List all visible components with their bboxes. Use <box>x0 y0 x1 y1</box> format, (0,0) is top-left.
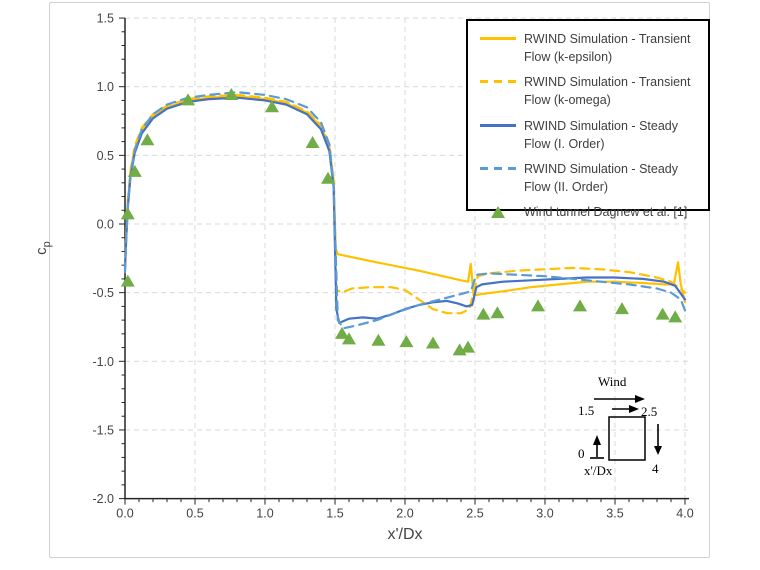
legend-item-steady-ii-order: RWIND Simulation - Steady Flow (II. Orde… <box>480 160 700 196</box>
wind-tunnel-point <box>120 274 135 287</box>
legend-label: RWIND Simulation - Steady Flow (II. Orde… <box>524 161 678 194</box>
x-tick-label: 0.0 <box>116 507 133 521</box>
wind-tunnel-point <box>140 133 155 146</box>
wind-tunnel-point <box>265 100 279 113</box>
x-tick-label: 4.0 <box>676 507 693 521</box>
x-tick-label: 1.5 <box>326 507 343 521</box>
legend-label: RWIND Simulation - Steady Flow (I. Order… <box>524 118 678 151</box>
inset-wind-diagram: Wind 1.5 2.5 0 4 x'/Dx <box>570 366 670 480</box>
windward-direction-arrow <box>590 435 604 459</box>
leeward-direction-arrow <box>654 424 662 455</box>
x-tick-label: 3.0 <box>536 507 553 521</box>
legend-label: Wind tunnel Dagnew et al. [1] <box>524 205 688 219</box>
wind-tunnel-point <box>224 87 239 100</box>
inset-value-4: 4 <box>652 461 659 476</box>
wind-tunnel-point <box>399 335 414 348</box>
x-tick-label: 0.5 <box>186 507 203 521</box>
inset-diagram-shapes <box>590 395 662 461</box>
y-tick-label: -1.5 <box>92 423 114 437</box>
legend-label: RWIND Simulation - Transient Flow (k-ome… <box>524 75 691 108</box>
roof-direction-arrow <box>612 405 639 413</box>
wind-tunnel-point <box>181 93 195 106</box>
legend-item-transient-k-epsilon: RWIND Simulation - Transient Flow (k-eps… <box>480 30 700 66</box>
y-axis-title: cp <box>33 241 53 255</box>
series-line <box>123 91 687 330</box>
wind-tunnel-point <box>342 332 356 345</box>
wind-tunnel-point <box>476 307 491 320</box>
y-tick-label: 0.0 <box>97 218 114 232</box>
legend-item-steady-i-order: RWIND Simulation - Steady Flow (I. Order… <box>480 117 700 153</box>
wind-tunnel-point <box>531 299 545 312</box>
inset-value-1-5: 1.5 <box>578 403 595 418</box>
y-tick-label: 1.0 <box>97 80 114 94</box>
wind-tunnel-point <box>615 302 629 315</box>
wind-tunnel-point <box>335 326 349 339</box>
x-tick-label: 2.5 <box>466 507 483 521</box>
wind-tunnel-point <box>573 299 587 312</box>
inset-wind-label: Wind <box>598 374 627 389</box>
legend-label: RWIND Simulation - Transient Flow (k-eps… <box>524 32 691 65</box>
wind-tunnel-point <box>655 307 670 320</box>
inset-value-0: 0 <box>578 446 585 461</box>
wind-tunnel-point <box>120 207 135 220</box>
wind-tunnel-point <box>305 135 320 148</box>
wind-direction-arrow <box>594 395 645 403</box>
x-tick-label: 3.5 <box>606 507 623 521</box>
legend: RWIND Simulation - Transient Flow (k-eps… <box>466 19 710 219</box>
wind-tunnel-point <box>490 306 505 319</box>
wind-tunnel-point <box>426 336 440 349</box>
wind-tunnel-point <box>127 164 142 177</box>
x-axis-title: x'/Dx <box>387 526 423 543</box>
building-outline <box>608 416 646 461</box>
y-tick-label: 1.5 <box>97 12 114 26</box>
x-tick-label: 2.0 <box>396 507 413 521</box>
legend-item-transient-k-omega: RWIND Simulation - Transient Flow (k-ome… <box>480 73 700 109</box>
inset-axis-label: x'/Dx <box>584 463 613 478</box>
y-tick-label: -0.5 <box>92 286 114 300</box>
wind-tunnel-point <box>321 171 335 184</box>
series-line <box>123 96 687 324</box>
wind-tunnel-point <box>668 310 683 323</box>
solid-blue-line-swatch <box>480 123 516 127</box>
wind-tunnel-point <box>371 333 386 346</box>
y-tick-label: -1.0 <box>92 355 114 369</box>
wind-tunnel-point <box>461 340 475 353</box>
x-tick-label: 1.0 <box>256 507 273 521</box>
inset-value-2-5: 2.5 <box>641 404 658 419</box>
dashed-orange-line-swatch <box>480 80 516 84</box>
y-tick-label: 0.5 <box>97 149 114 163</box>
y-tick-label: -2.0 <box>92 492 114 506</box>
green-triangle-marker-swatch <box>491 206 505 218</box>
dashed-blue-line-swatch <box>480 166 516 170</box>
legend-item-wind-tunnel: Wind tunnel Dagnew et al. [1] <box>480 203 700 221</box>
solid-orange-line-swatch <box>480 37 516 40</box>
